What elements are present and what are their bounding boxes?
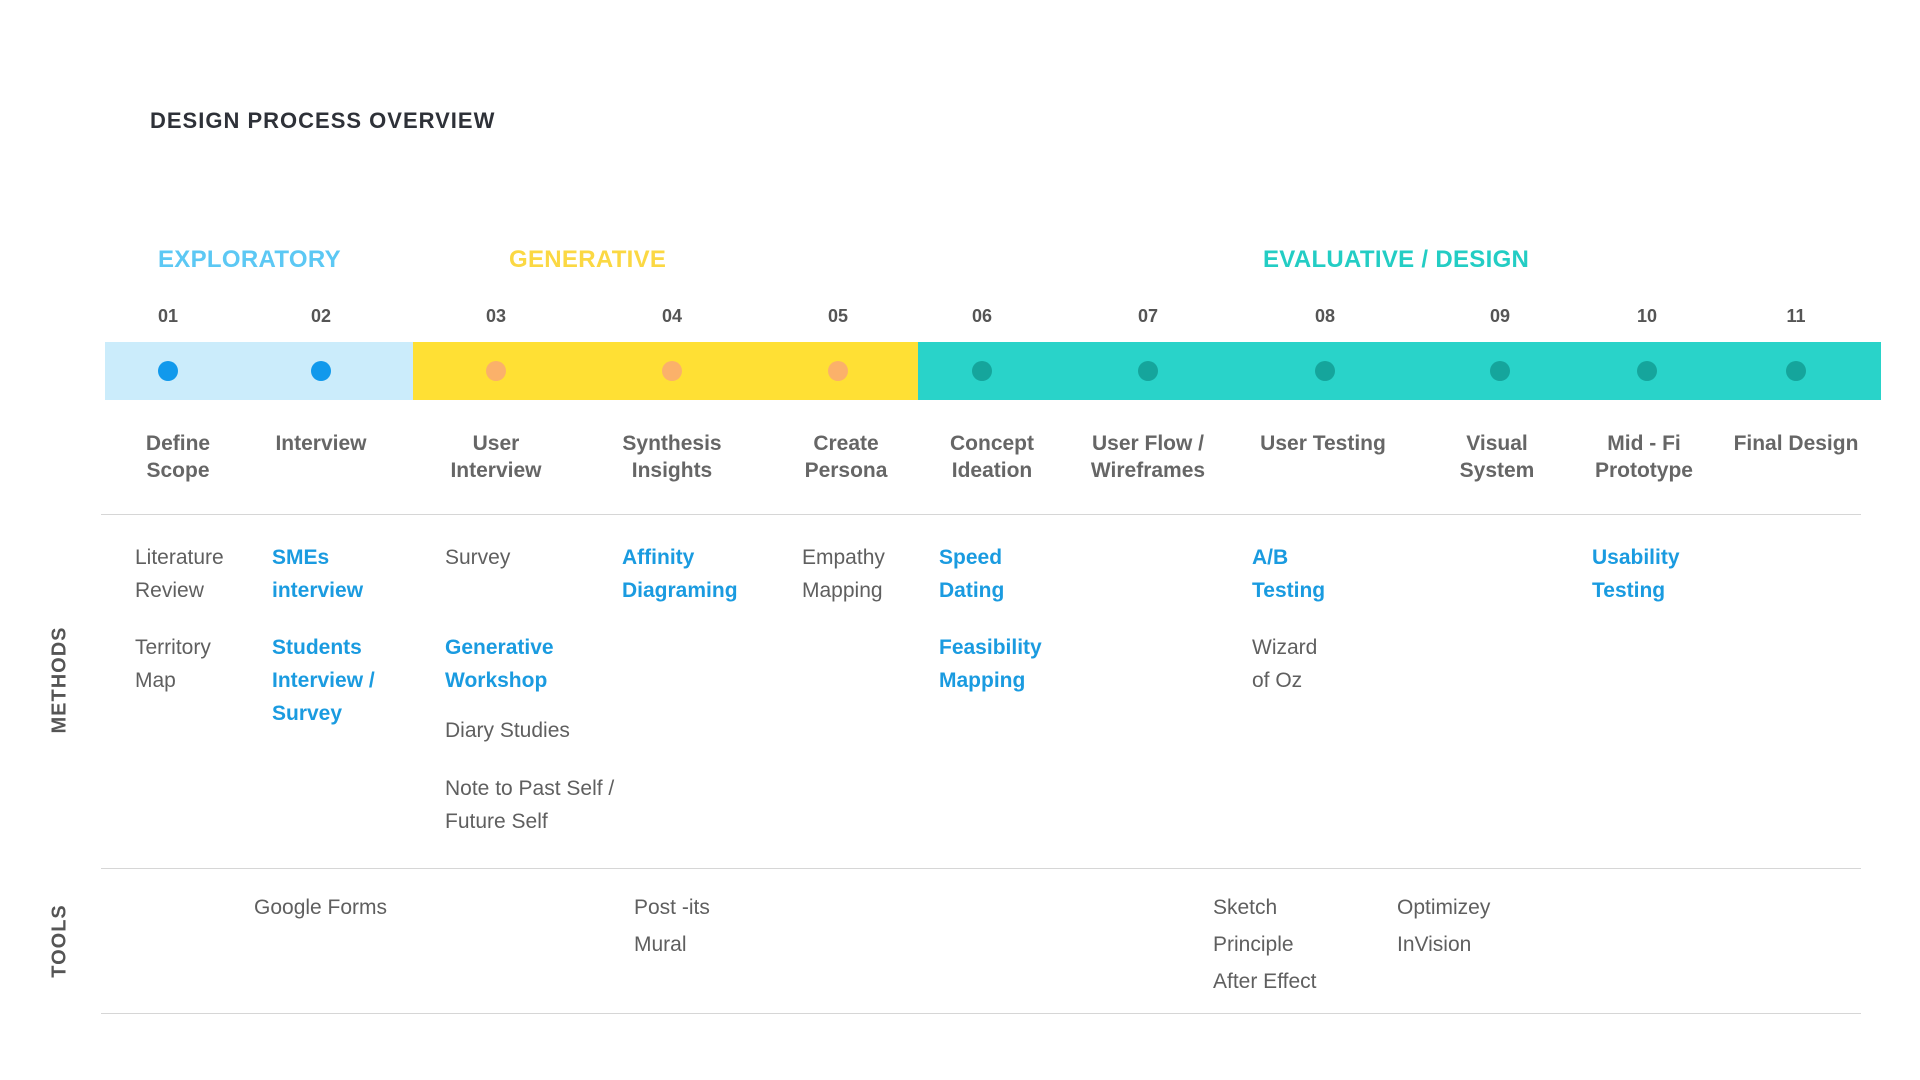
- step-number-03: 03: [485, 306, 507, 326]
- step-dot-06: [972, 361, 992, 381]
- phase-exploratory-label: EXPLORATORY: [158, 246, 341, 273]
- step-label-visual-system: Visual System: [1459, 432, 1535, 482]
- step-dot-04: [662, 361, 682, 381]
- step-label-define-scope: Define Scope: [145, 432, 211, 482]
- method-usability-testing: Usability Testing: [1592, 546, 1680, 602]
- method-ab-testing: A/B Testing: [1252, 546, 1326, 602]
- phase-evaluative-label: EVALUATIVE / DESIGN: [1263, 246, 1530, 273]
- step-number-01: 01: [157, 306, 179, 326]
- page-title: DESIGN PROCESS OVERVIEW: [150, 108, 496, 133]
- method-territory-map: Territory Map: [135, 636, 211, 692]
- method-affinity-diagraming: Affinity Diagraming: [622, 546, 738, 602]
- step-dot-01: [158, 361, 178, 381]
- method-students-interview-survey: Students Interview / Survey: [272, 636, 375, 725]
- step-label-mid-fi-prototype: Mid - Fi Prototype: [1594, 432, 1693, 482]
- step-label-interview: Interview: [275, 432, 367, 455]
- step-label-create-persona: Create Persona: [804, 432, 888, 482]
- method-survey: Survey: [445, 546, 511, 569]
- tool-google-forms: Google Forms: [254, 896, 388, 919]
- method-smes-interview: SMEs interview: [272, 546, 364, 602]
- step-label-user-flow-wireframes: User Flow / Wireframes: [1090, 432, 1206, 482]
- step-number-05: 05: [827, 306, 849, 326]
- divider-methods-tools: [101, 868, 1861, 869]
- step-label-user-testing: User Testing: [1260, 432, 1386, 455]
- step-number-08: 08: [1314, 306, 1336, 326]
- tools-row-label: TOOLS: [48, 904, 71, 978]
- step-label-concept-ideation: Concept Ideation: [950, 432, 1034, 482]
- step-label-final-design: Final Design: [1733, 432, 1859, 455]
- method-empathy-mapping: Empathy Mapping: [802, 546, 885, 602]
- method-speed-dating: Speed Dating: [939, 546, 1005, 602]
- methods-row-label: METHODS: [48, 626, 71, 734]
- step-label-synthesis-insights: Synthesis Insights: [622, 432, 722, 482]
- method-note-to-past-self: Note to Past Self / Future Self: [445, 777, 615, 833]
- tool-optimizey-invision: Optimizey InVision: [1397, 896, 1491, 956]
- method-diary-studies: Diary Studies: [445, 719, 570, 742]
- step-dot-08: [1315, 361, 1335, 381]
- step-dot-02: [311, 361, 331, 381]
- step-dot-10: [1637, 361, 1657, 381]
- step-number-07: 07: [1137, 306, 1159, 326]
- tool-sketch-principle-after-effect: Sketch Principle After Effect: [1213, 896, 1317, 993]
- method-literature-review: Literature Review: [135, 546, 224, 602]
- step-label-user-interview: User Interview: [450, 432, 542, 482]
- tool-post-its-mural: Post -its Mural: [634, 896, 710, 956]
- step-dot-05: [828, 361, 848, 381]
- step-dot-07: [1138, 361, 1158, 381]
- step-number-09: 09: [1489, 306, 1511, 326]
- step-dot-09: [1490, 361, 1510, 381]
- step-dot-03: [486, 361, 506, 381]
- method-generative-workshop: Generative Workshop: [445, 636, 554, 692]
- step-number-02: 02: [310, 306, 332, 326]
- step-number-04: 04: [661, 306, 683, 326]
- divider-tools-bottom: [101, 1013, 1861, 1014]
- phase-generative-label: GENERATIVE: [509, 246, 667, 273]
- method-wizard-of-oz: Wizard of Oz: [1252, 636, 1318, 692]
- divider-steps-methods: [101, 514, 1861, 515]
- evaluative-band: [918, 342, 1881, 400]
- step-dot-11: [1786, 361, 1806, 381]
- method-feasibility-mapping: Feasibility Mapping: [939, 636, 1042, 692]
- step-number-10: 10: [1636, 306, 1658, 326]
- step-number-11: 11: [1786, 306, 1806, 326]
- exploratory-band: [105, 342, 413, 400]
- step-number-06: 06: [971, 306, 993, 326]
